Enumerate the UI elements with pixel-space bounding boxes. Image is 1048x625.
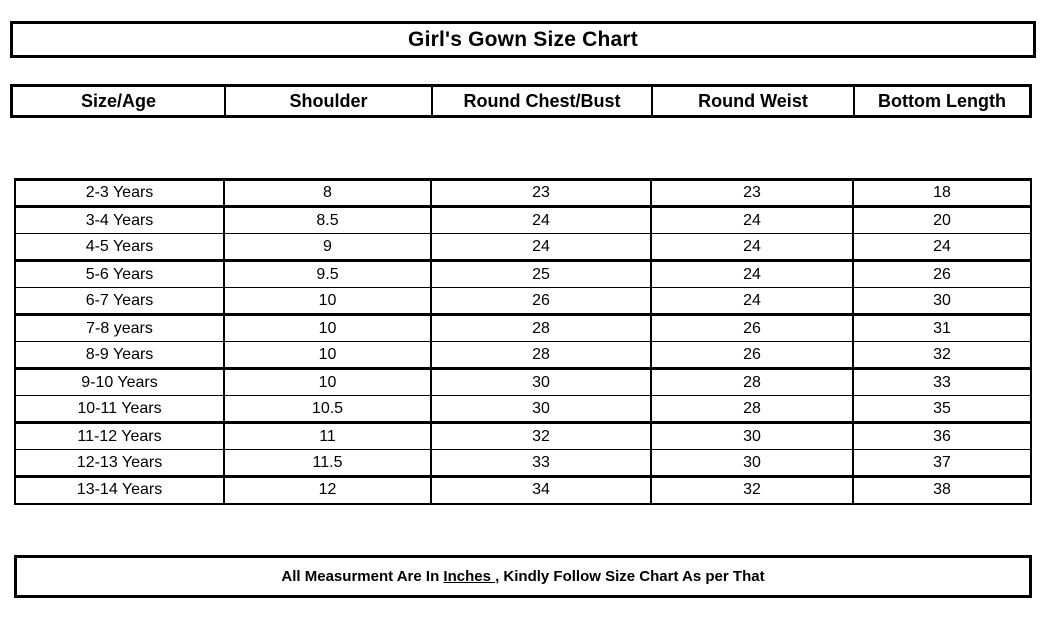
table-cell: 10 [223,368,431,396]
table-cell: 32 [650,476,853,504]
table-cell: 6-7 Years [15,287,224,316]
table-cell: 5-6 Years [15,260,224,288]
table-row: 8-9 Years 10 28 26 32 [15,341,1031,370]
table-cell: 4-5 Years [15,233,224,262]
table-cell: 10 [223,287,431,316]
table-row: 5-6 Years 9.5 25 24 26 [15,260,1031,288]
table-cell: 26 [650,314,853,342]
header-cell-round-weist: Round Weist [653,87,855,115]
table-cell: 23 [430,179,651,208]
header-cell-shoulder: Shoulder [226,87,433,115]
table-cell: 10.5 [223,395,431,424]
size-data-table: 2-3 Years 8 23 23 18 3-4 Years 8.5 24 24… [14,178,1032,505]
table-cell: 30 [430,395,651,424]
table-cell: 10 [223,314,431,342]
table-cell: 2-3 Years [15,179,224,208]
table-cell: 33 [430,449,651,478]
table-cell: 24 [650,260,853,288]
table-cell: 7-8 years [15,314,224,342]
table-cell: 3-4 Years [15,206,224,234]
table-row: 13-14 Years 12 34 32 38 [15,476,1031,504]
table-cell: 30 [852,287,1031,316]
table-cell: 30 [430,368,651,396]
table-cell: 24 [852,233,1031,262]
table-cell: 38 [852,476,1031,504]
table-cell: 8.5 [223,206,431,234]
table-cell: 10 [223,341,431,370]
footer-note-suffix: , Kindly Follow Size Chart As per That [495,568,765,585]
table-cell: 36 [852,422,1031,450]
table-row: 7-8 years 10 28 26 31 [15,314,1031,342]
header-cell-round-chest-bust: Round Chest/Bust [433,87,653,115]
header-cell-bottom-length: Bottom Length [878,90,1006,111]
table-cell: 24 [650,206,853,234]
table-cell: 25 [430,260,651,288]
table-cell: 8 [223,179,431,208]
table-cell: 10-11 Years [15,395,224,424]
header-cell-size-age: Size/Age [13,87,226,115]
table-row: 3-4 Years 8.5 24 24 20 [15,206,1031,234]
table-cell: 32 [852,341,1031,370]
table-cell: 26 [430,287,651,316]
table-cell: 11 [223,422,431,450]
table-cell: 11-12 Years [15,422,224,450]
table-cell: 33 [852,368,1031,396]
table-cell: 24 [650,287,853,316]
table-cell: 32 [430,422,651,450]
table-cell: 28 [430,314,651,342]
table-row: 6-7 Years 10 26 24 30 [15,287,1031,316]
table-header-row: Size/Age Shoulder Round Chest/Bust Round… [10,84,1032,118]
table-cell: 12-13 Years [15,449,224,478]
table-cell: 34 [430,476,651,504]
table-row: 2-3 Years 8 23 23 18 [15,179,1031,208]
table-cell: 24 [650,233,853,262]
table-cell: 13-14 Years [76,481,163,499]
page-title: Girl's Gown Size Chart [408,27,638,51]
table-cell: 35 [852,395,1031,424]
table-cell: 9.5 [223,260,431,288]
footer-note-prefix: All Measurment Are In [281,568,444,585]
table-row: 4-5 Years 9 24 24 24 [15,233,1031,262]
table-cell: 24 [430,233,651,262]
table-cell: 28 [430,341,651,370]
table-cell: 30 [650,422,853,450]
table-cell: 30 [650,449,853,478]
table-cell: 26 [650,341,853,370]
table-cell: 24 [430,206,651,234]
table-cell: 23 [650,179,853,208]
table-cell: 28 [650,395,853,424]
table-cell: 28 [650,368,853,396]
table-cell: 9 [223,233,431,262]
table-cell: 12 [223,476,431,504]
footer-note-box: All Measurment Are In Inches , Kindly Fo… [14,555,1032,598]
table-row: 9-10 Years 10 30 28 33 [15,368,1031,396]
table-row: 12-13 Years 11.5 33 30 37 [15,449,1031,478]
table-cell: 26 [852,260,1031,288]
table-cell: 37 [852,449,1031,478]
table-cell: 31 [852,314,1031,342]
footer-note: All Measurment Are In Inches , Kindly Fo… [281,568,764,585]
table-row: 11-12 Years 11 32 30 36 [15,422,1031,450]
title-box: Girl's Gown Size Chart [10,21,1036,58]
table-cell: 20 [852,206,1031,234]
table-cell: 18 [852,179,1031,208]
footer-note-inches-underlined: Inches [443,568,496,585]
table-cell: 11.5 [223,449,431,478]
table-row: 10-11 Years 10.5 30 28 35 [15,395,1031,424]
table-cell: 8-9 Years [15,341,224,370]
table-cell: 9-10 Years [15,368,224,396]
